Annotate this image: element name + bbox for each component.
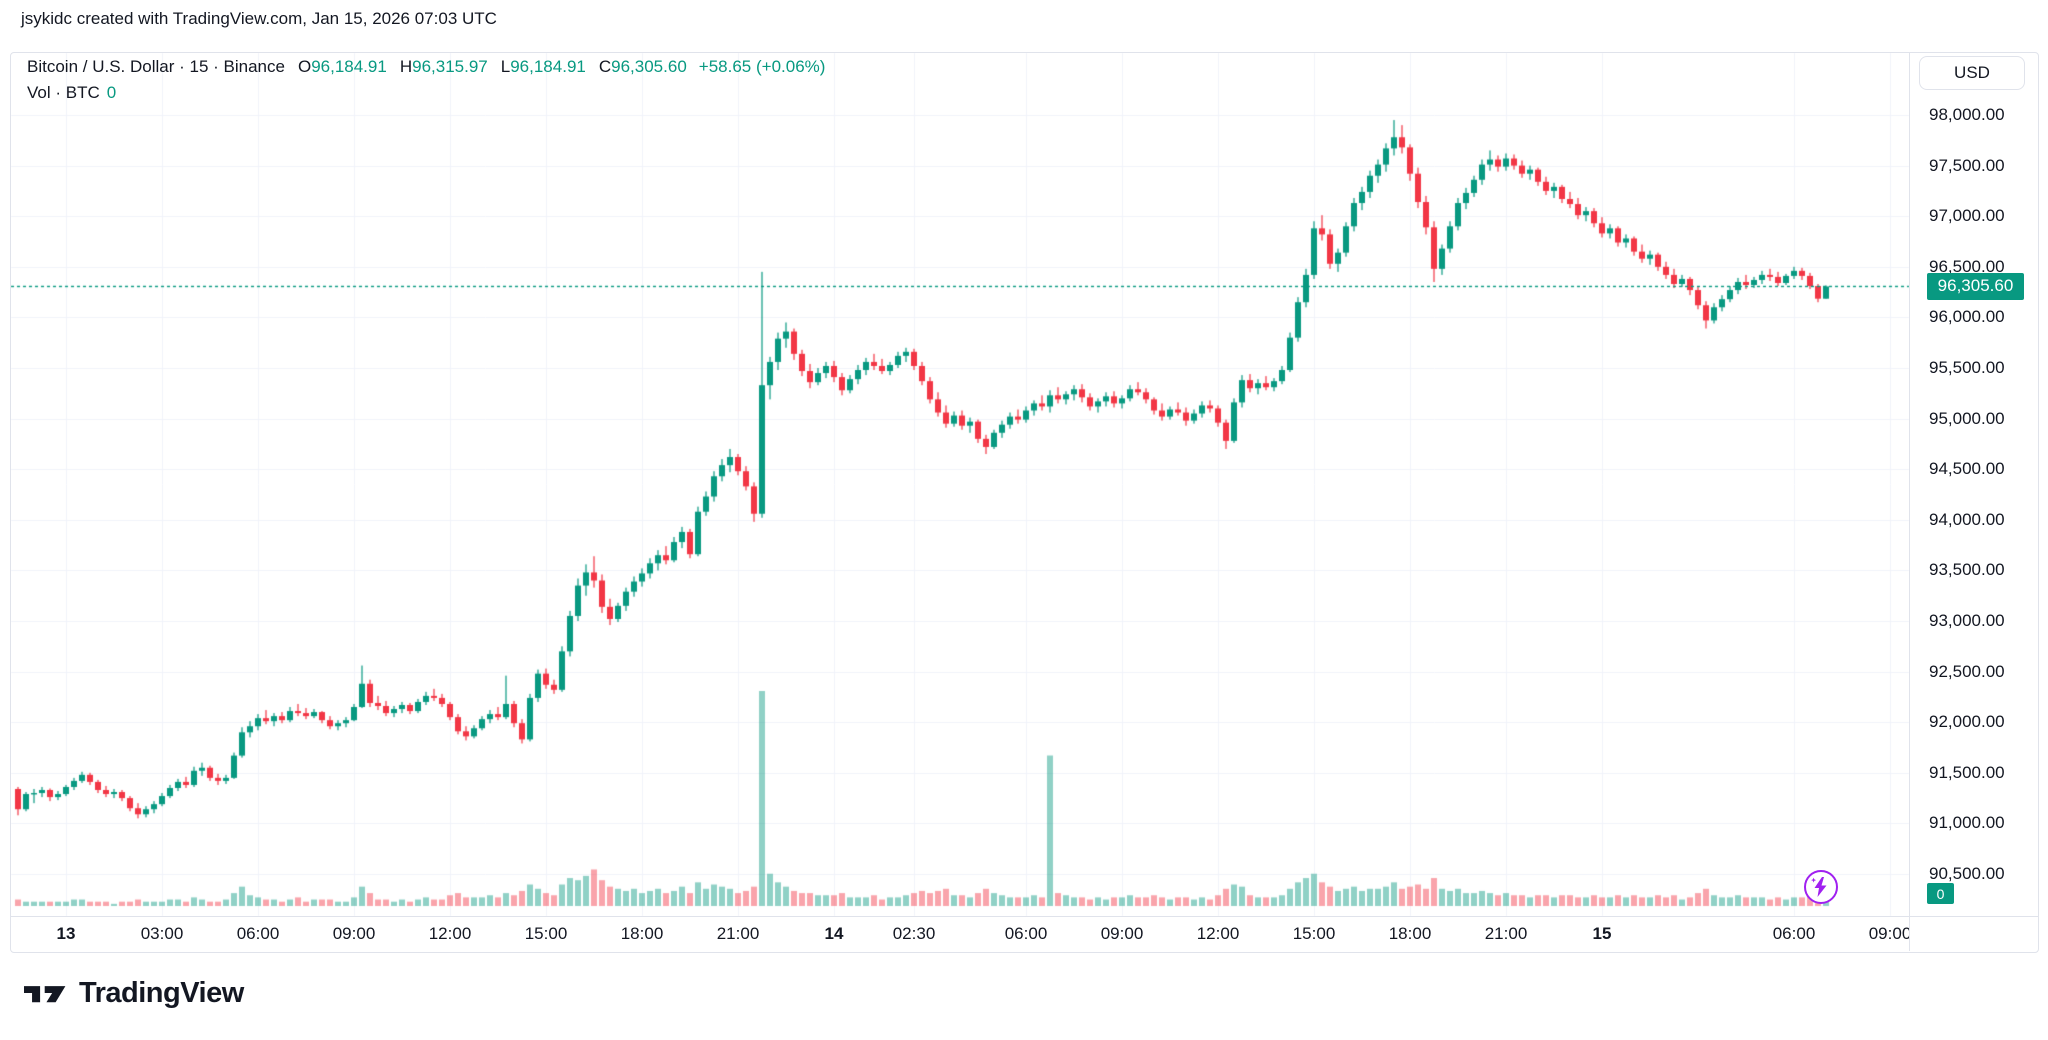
price-axis-label: 93,000.00 [1929, 611, 2005, 630]
price-axis-label: 94,000.00 [1929, 509, 2005, 529]
low-label: L [500, 57, 511, 76]
time-axis-label: 15 [1592, 924, 1612, 943]
symbol-title[interactable]: Bitcoin / U.S. Dollar · 15 · Binance [27, 57, 285, 76]
time-axis-label: 06:00 [236, 924, 280, 943]
price-axis-label: 91,500.00 [1929, 762, 2005, 782]
time-axis-label: 18:00 [620, 924, 664, 943]
time-axis-label: 03:00 [140, 924, 184, 943]
open-label: O [297, 57, 312, 76]
price-axis-label: 92,000.00 [1929, 712, 2005, 732]
volume-axis-zero-label: 0 [1927, 883, 1954, 904]
open-value: 96,184.91 [311, 57, 387, 76]
time-axis-label: 13 [56, 924, 76, 943]
tradingview-wordmark: TradingView [79, 976, 244, 1009]
price-axis-label: 90,500.00 [1929, 864, 2005, 883]
time-axis-label: 14 [824, 924, 844, 943]
time-axis-label: 21:00 [1484, 924, 1528, 943]
time-axis-label: 18:00 [1388, 924, 1432, 943]
attribution-text: jsykidc created with TradingView.com, Ja… [21, 9, 497, 28]
time-axis-label: 15:00 [1292, 924, 1336, 943]
change-value: +58.65 (+0.06%) [698, 57, 826, 76]
price-axis-label: 95,500.00 [1929, 358, 2005, 377]
symbol-legend: Bitcoin / U.S. Dollar · 15 · Binance O96,… [27, 54, 825, 106]
price-axis-label: 96,000.00 [1929, 307, 2005, 327]
price-axis-separator [1909, 52, 1910, 951]
currency-selector-button[interactable]: USD [1919, 56, 2025, 90]
time-axis[interactable]: 13 03:00 06:00 09:00 12:00 15:00 18:00 21:00 14 0… [10, 916, 1909, 951]
price-axis-label: 92,500.00 [1929, 661, 2005, 681]
time-axis-label: 15:00 [524, 924, 568, 943]
price-axis-label: 96,500.00 [1929, 256, 2005, 276]
volume-label: Vol · BTC [27, 83, 100, 102]
price-axis-label: 93,500.00 [1929, 560, 2005, 580]
last-price-label: 96,305.60 [1927, 272, 2024, 300]
tradingview-mark-icon [24, 986, 66, 1003]
price-axis-label: 97,000.00 [1929, 206, 2005, 226]
low-value: 96,184.91 [510, 57, 586, 76]
close-value: 96,305.60 [611, 57, 687, 76]
time-axis-label: 12:00 [1196, 924, 1240, 943]
price-axis-label: 95,000.00 [1929, 408, 2005, 428]
time-axis-label: 02:30 [892, 924, 936, 943]
close-label: C [598, 57, 612, 76]
time-axis-label: 12:00 [428, 924, 472, 943]
legend-row-symbol: Bitcoin / U.S. Dollar · 15 · Binance O96,… [27, 54, 825, 80]
time-axis-separator [10, 916, 2038, 917]
flash-boost-icon[interactable] [1804, 870, 1838, 904]
time-axis-label: 09:00 [1100, 924, 1144, 943]
time-axis-label: 06:00 [1772, 924, 1816, 943]
high-label: H [399, 57, 413, 76]
time-axis-label: 09:00 [1868, 924, 1909, 943]
price-axis-label: 98,000.00 [1929, 105, 2005, 124]
price-axis-label: 94,500.00 [1929, 459, 2005, 479]
high-value: 96,315.97 [412, 57, 488, 76]
volume-value: 0 [106, 83, 117, 102]
lightning-bolt-icon [1811, 877, 1827, 897]
price-axis-label: 91,000.00 [1929, 813, 2005, 833]
price-axis-label: 97,500.00 [1929, 155, 2005, 175]
time-axis-label: 21:00 [716, 924, 760, 943]
tradingview-logo[interactable]: TradingView [24, 972, 244, 1014]
time-axis-label: 06:00 [1004, 924, 1048, 943]
time-axis-label: 09:00 [332, 924, 376, 943]
legend-row-volume: Vol · BTC 0 [27, 80, 825, 106]
